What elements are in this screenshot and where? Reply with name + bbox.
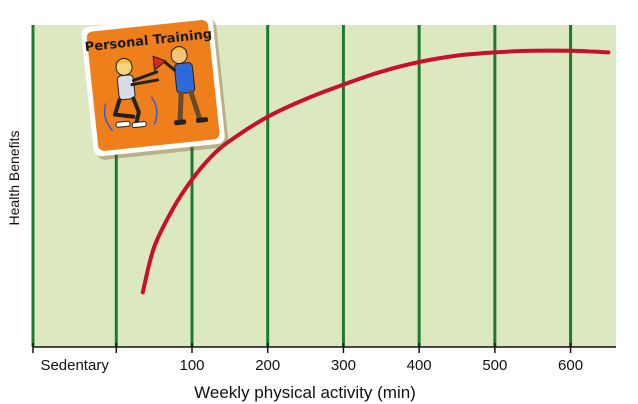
- y-axis-label: Health Benefits: [6, 131, 22, 226]
- x-tick-label: 400: [407, 357, 432, 374]
- personal-training-illustration: Personal Training: [81, 14, 229, 160]
- x-axis-label: Weekly physical activity (min): [194, 383, 416, 402]
- x-tick-label: 100: [179, 357, 204, 374]
- exerciser-figure-icon: [103, 57, 160, 132]
- axes: [32, 343, 616, 353]
- tick-labels: Sedentary 100 200 300 400 500 600: [40, 357, 583, 374]
- x-tick-label: 200: [255, 357, 280, 374]
- x-tick-label: 600: [558, 357, 583, 374]
- coach-figure-icon: [152, 46, 209, 126]
- x-tick-label: Sedentary: [40, 357, 109, 374]
- x-tick-label: 300: [331, 357, 356, 374]
- x-tick-label: 500: [482, 357, 507, 374]
- health-benefit-curve: [140, 48, 611, 295]
